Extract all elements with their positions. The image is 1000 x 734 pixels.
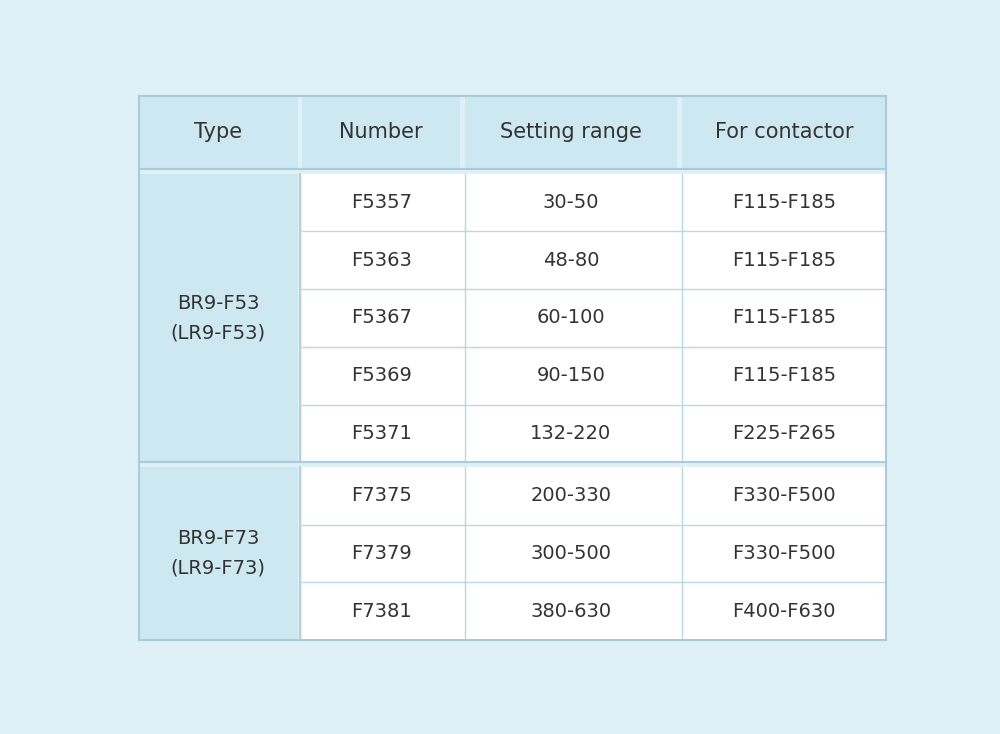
Bar [302,467,886,640]
Text: F5369: F5369 [351,366,412,385]
Text: F225-F265: F225-F265 [732,424,836,443]
Text: F7379: F7379 [351,544,412,563]
Bar [465,95,677,169]
Text: F5357: F5357 [351,193,412,212]
Text: F115-F185: F115-F185 [732,251,836,269]
Text: F115-F185: F115-F185 [732,193,836,212]
Bar [139,95,298,169]
Text: 30-50: 30-50 [543,193,599,212]
Text: 200-330: 200-330 [530,487,611,505]
Text: 132-220: 132-220 [530,424,612,443]
Text: F330-F500: F330-F500 [732,487,836,505]
Text: 300-500: 300-500 [530,544,611,563]
Text: BR9-F53
(LR9-F53): BR9-F53 (LR9-F53) [171,294,266,342]
Text: F5363: F5363 [351,251,412,269]
Bar [139,467,298,640]
Text: F5371: F5371 [351,424,412,443]
Text: For contactor: For contactor [715,123,853,142]
Text: F5367: F5367 [351,308,412,327]
Text: F115-F185: F115-F185 [732,366,836,385]
Text: Type: Type [194,123,242,142]
Text: F400-F630: F400-F630 [732,602,836,621]
Text: F7381: F7381 [351,602,412,621]
Bar [302,173,886,462]
Bar [682,95,886,169]
Text: Setting range: Setting range [500,123,642,142]
Bar [139,173,298,462]
Text: BR9-F73
(LR9-F73): BR9-F73 (LR9-F73) [171,529,266,578]
Text: 90-150: 90-150 [537,366,605,385]
Text: F7375: F7375 [351,487,412,505]
Text: F115-F185: F115-F185 [732,308,836,327]
Text: F330-F500: F330-F500 [732,544,836,563]
Text: 380-630: 380-630 [530,602,612,621]
Text: 60-100: 60-100 [537,308,605,327]
Text: Number: Number [339,123,423,142]
Text: 48-80: 48-80 [543,251,599,269]
Bar [302,95,460,169]
